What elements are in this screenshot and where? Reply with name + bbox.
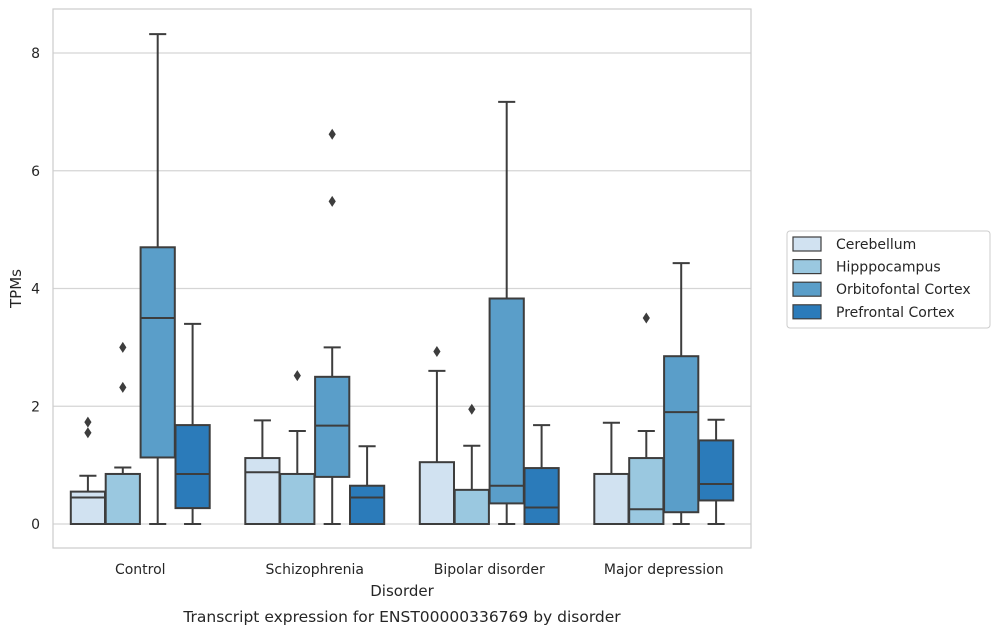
box-body bbox=[453, 488, 490, 526]
box-0-3 bbox=[174, 322, 211, 525]
box-3-0 bbox=[593, 421, 630, 525]
legend-label: Orbitofontal Cortex bbox=[836, 282, 971, 298]
legend-swatch bbox=[792, 281, 822, 297]
box-1-2 bbox=[314, 128, 351, 525]
x-tick-label: Major depression bbox=[604, 562, 724, 578]
box-1-1 bbox=[279, 370, 316, 525]
x-tick-labels: Control Schizophrenia Bipolar disorder Majo… bbox=[115, 562, 724, 578]
box-0-0 bbox=[69, 416, 107, 525]
outlier-point bbox=[119, 341, 127, 353]
box-body bbox=[244, 457, 281, 525]
box-body bbox=[593, 472, 630, 525]
legend-frame bbox=[786, 230, 991, 329]
y-tick-label: 0 bbox=[31, 517, 40, 533]
box-3-1 bbox=[628, 312, 665, 525]
plot-frame bbox=[52, 8, 752, 549]
legend-swatch bbox=[792, 259, 822, 275]
outlier-point bbox=[328, 195, 336, 207]
legend-label: Cerebellum bbox=[836, 237, 916, 253]
outlier-point bbox=[293, 370, 301, 382]
outlier-point bbox=[84, 416, 92, 428]
box-body bbox=[69, 490, 107, 525]
legend-label: Hipppocampus bbox=[836, 260, 941, 276]
box-body bbox=[104, 472, 141, 525]
box-3-2 bbox=[663, 262, 700, 525]
box-marks bbox=[69, 33, 735, 526]
y-tick-label: 6 bbox=[31, 164, 40, 180]
box-2-1 bbox=[453, 403, 490, 526]
box-1-0 bbox=[244, 419, 281, 525]
outlier-point bbox=[642, 312, 650, 324]
x-tick-label: Bipolar disorder bbox=[434, 562, 545, 578]
box-body bbox=[697, 439, 735, 502]
box-2-3 bbox=[523, 424, 560, 526]
y-tick-labels: 0 2 4 6 8 bbox=[31, 46, 40, 533]
box-body bbox=[139, 246, 176, 459]
box-3-3 bbox=[697, 418, 735, 525]
y-tick-label: 8 bbox=[31, 46, 40, 62]
y-tick-label: 4 bbox=[31, 282, 40, 298]
legend-swatch bbox=[792, 236, 822, 252]
y-tick-label: 2 bbox=[31, 399, 40, 415]
outlier-point bbox=[328, 128, 336, 140]
box-body bbox=[279, 472, 316, 525]
outlier-point bbox=[119, 381, 127, 393]
outlier-point bbox=[84, 427, 92, 439]
y-axis-title: TPMs bbox=[7, 269, 25, 309]
x-tick-label: Schizophrenia bbox=[266, 562, 364, 578]
chart-caption: Transcript expression for ENST0000033676… bbox=[182, 608, 621, 626]
box-2-0 bbox=[418, 345, 456, 525]
legend-label: Prefrontal Cortex bbox=[836, 305, 955, 321]
outlier-point bbox=[433, 345, 441, 357]
box-body bbox=[628, 457, 665, 525]
x-axis-title: Disorder bbox=[370, 582, 434, 600]
box-0-2 bbox=[139, 33, 176, 525]
box-1-3 bbox=[348, 445, 386, 526]
box-body bbox=[418, 461, 456, 525]
box-body bbox=[314, 375, 351, 478]
box-body bbox=[663, 355, 700, 514]
x-tick-label: Control bbox=[115, 562, 166, 578]
box-body bbox=[174, 424, 211, 510]
box-0-1 bbox=[104, 341, 141, 525]
outlier-point bbox=[468, 403, 476, 415]
box-body bbox=[488, 297, 525, 505]
box-2-2 bbox=[488, 100, 525, 525]
box-body bbox=[523, 467, 560, 526]
legend: Cerebellum Hipppocampus Orbitofontal Corte… bbox=[786, 230, 991, 329]
box-body bbox=[348, 484, 386, 526]
legend-swatch bbox=[792, 304, 822, 320]
